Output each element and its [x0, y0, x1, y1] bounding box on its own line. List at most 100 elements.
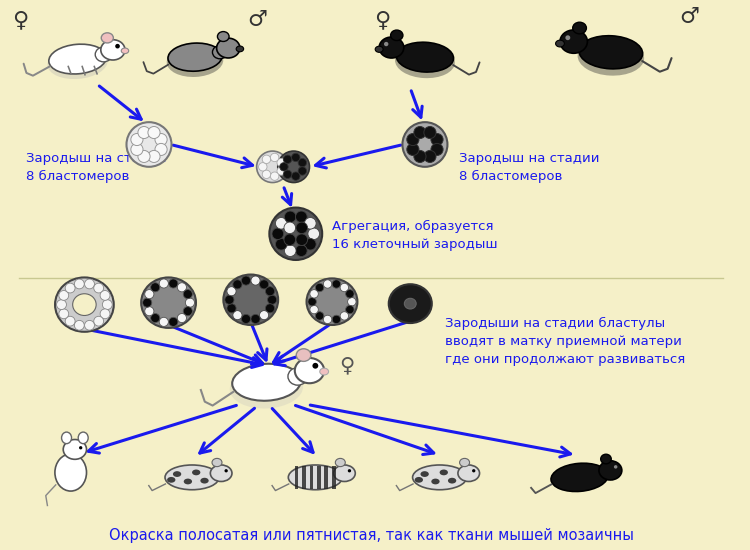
Circle shape: [414, 126, 426, 139]
Ellipse shape: [141, 277, 196, 328]
Circle shape: [58, 290, 69, 300]
Ellipse shape: [556, 40, 565, 47]
Ellipse shape: [601, 454, 611, 464]
Circle shape: [130, 144, 143, 156]
Circle shape: [431, 134, 443, 146]
Circle shape: [346, 305, 354, 314]
Circle shape: [284, 211, 296, 223]
Ellipse shape: [380, 37, 404, 58]
Ellipse shape: [230, 367, 303, 409]
Ellipse shape: [184, 478, 192, 485]
Ellipse shape: [395, 45, 454, 78]
Ellipse shape: [288, 465, 343, 490]
Text: Зародыш на стадии
8 бластомеров: Зародыш на стадии 8 бластомеров: [459, 152, 600, 183]
Circle shape: [316, 312, 324, 320]
Circle shape: [424, 150, 436, 162]
Circle shape: [277, 167, 286, 175]
Circle shape: [138, 150, 150, 162]
Text: ♀: ♀: [374, 10, 390, 30]
Circle shape: [242, 315, 250, 323]
Circle shape: [148, 150, 160, 162]
Ellipse shape: [167, 477, 176, 483]
Circle shape: [251, 315, 260, 323]
Circle shape: [414, 150, 426, 162]
Ellipse shape: [95, 47, 112, 62]
Circle shape: [232, 311, 242, 320]
Circle shape: [296, 234, 307, 245]
Circle shape: [310, 305, 318, 314]
Circle shape: [332, 315, 340, 323]
Circle shape: [310, 290, 318, 298]
Ellipse shape: [388, 284, 432, 323]
Text: ♀: ♀: [339, 356, 354, 376]
Ellipse shape: [296, 349, 311, 361]
Circle shape: [130, 134, 143, 146]
Circle shape: [231, 43, 236, 47]
Circle shape: [348, 469, 351, 472]
Circle shape: [292, 153, 300, 162]
Ellipse shape: [440, 470, 448, 475]
Circle shape: [262, 155, 271, 163]
Ellipse shape: [431, 478, 439, 485]
Bar: [310, 466, 314, 489]
Circle shape: [145, 290, 154, 299]
Ellipse shape: [460, 458, 470, 466]
Circle shape: [296, 245, 307, 256]
Ellipse shape: [101, 33, 113, 43]
Circle shape: [323, 315, 332, 323]
Circle shape: [85, 279, 94, 289]
Circle shape: [169, 317, 178, 326]
Ellipse shape: [320, 368, 328, 375]
Circle shape: [185, 298, 194, 307]
Ellipse shape: [458, 465, 479, 481]
Circle shape: [406, 144, 419, 156]
Circle shape: [227, 304, 236, 313]
Circle shape: [284, 234, 296, 245]
Circle shape: [225, 295, 234, 304]
Circle shape: [183, 307, 193, 316]
Ellipse shape: [236, 46, 244, 52]
Bar: [295, 466, 298, 489]
Ellipse shape: [173, 471, 182, 477]
Ellipse shape: [166, 46, 224, 77]
Ellipse shape: [404, 298, 416, 309]
Circle shape: [313, 363, 318, 368]
Circle shape: [79, 446, 82, 449]
Circle shape: [260, 311, 268, 320]
Circle shape: [268, 295, 277, 304]
Circle shape: [566, 35, 570, 40]
Ellipse shape: [421, 471, 429, 477]
Ellipse shape: [55, 277, 114, 332]
Circle shape: [138, 126, 150, 139]
Circle shape: [74, 279, 84, 289]
Ellipse shape: [100, 40, 125, 60]
Ellipse shape: [212, 458, 222, 466]
Ellipse shape: [579, 36, 643, 69]
Ellipse shape: [375, 46, 383, 52]
Circle shape: [116, 44, 120, 48]
Circle shape: [284, 155, 292, 163]
Circle shape: [127, 122, 172, 167]
Circle shape: [159, 317, 169, 326]
Ellipse shape: [49, 44, 106, 74]
Circle shape: [151, 283, 160, 292]
Bar: [317, 466, 321, 489]
Text: Агрегация, образуется
16 клеточный зародыш: Агрегация, образуется 16 клеточный зарод…: [332, 220, 497, 251]
Ellipse shape: [391, 30, 403, 41]
Circle shape: [266, 304, 274, 313]
Text: ♂: ♂: [680, 7, 699, 27]
Circle shape: [340, 312, 349, 320]
Circle shape: [347, 298, 356, 306]
Text: Зародыш на стадии
8 бластомеров: Зародыш на стадии 8 бластомеров: [26, 152, 166, 183]
Circle shape: [406, 134, 419, 146]
Circle shape: [259, 163, 267, 171]
Circle shape: [296, 211, 307, 223]
Circle shape: [431, 144, 443, 156]
Ellipse shape: [63, 439, 86, 459]
Ellipse shape: [413, 465, 466, 490]
Ellipse shape: [599, 461, 622, 480]
Text: ♂: ♂: [247, 10, 267, 30]
Circle shape: [292, 172, 300, 180]
Circle shape: [278, 151, 310, 183]
Circle shape: [298, 167, 307, 175]
